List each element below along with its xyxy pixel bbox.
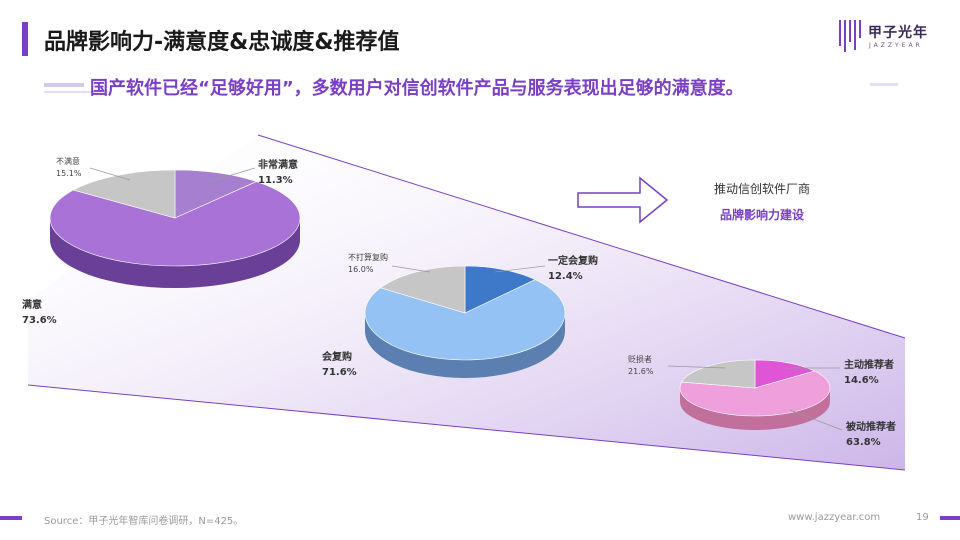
slice-label-passive: 被动推荐者63.8% xyxy=(846,420,896,450)
slice-label-dissatisfied: 不满意15.1% xyxy=(56,156,81,180)
footer-source: Source：甲子光年智库问卷调研，N=425。 xyxy=(44,512,243,527)
footer-accent-left xyxy=(0,516,22,520)
footer-url: www.jazzyear.com xyxy=(788,512,880,523)
slice-label-will-repurchase: 会复购71.6% xyxy=(322,350,357,380)
slice-label-detractor: 贬损者21.6% xyxy=(628,354,653,378)
slice-label-satisfied: 满意73.6% xyxy=(22,298,57,328)
slice-label-very-satisfied: 非常满意11.3% xyxy=(258,158,298,188)
slice-label-no-repurchase: 不打算复购16.0% xyxy=(348,252,388,276)
callout: 推动信创软件厂商 品牌影响力建设 xyxy=(682,176,842,228)
arrow-right-icon xyxy=(578,178,667,222)
callout-line-1: 推动信创软件厂商 xyxy=(682,176,842,202)
slice-label-promoter: 主动推荐者14.6% xyxy=(844,358,894,388)
footer-accent-right xyxy=(940,516,960,520)
callout-line-2: 品牌影响力建设 xyxy=(682,202,842,228)
page-number: 19 xyxy=(916,512,929,523)
slice-label-definitely-repurchase: 一定会复购12.4% xyxy=(548,254,598,284)
